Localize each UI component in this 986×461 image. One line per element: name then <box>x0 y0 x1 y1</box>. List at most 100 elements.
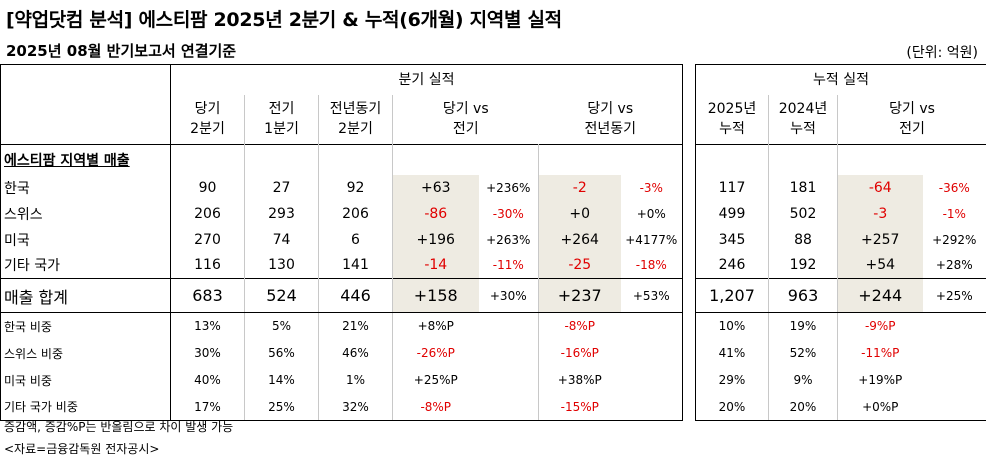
cum-change: +54 <box>837 252 923 279</box>
yoy-change-pct: +0% <box>620 200 683 227</box>
cum-2024-value: 9% <box>768 366 838 394</box>
cum-2024-value: 192 <box>768 252 838 279</box>
qoq-change-pct: -30% <box>478 200 539 227</box>
quarterly-column-headers: 당기 2분기 전기 1분기 전년동기 2분기 당기 vs 전기 당기 vs 전년동기 <box>0 94 683 145</box>
total-row: 매출 합계 683 524 446 +158 +30% +237 +53% <box>0 278 683 313</box>
cum-change-pp: +19%P <box>858 373 903 387</box>
qoq-change-pct: +263% <box>478 226 539 253</box>
cum-change-pp: +0%P <box>837 393 923 421</box>
region-row: 117 181 -64 -36% <box>695 174 986 201</box>
empty-cell <box>922 339 986 367</box>
empty-cell <box>620 339 683 367</box>
total-row: 1,207 963 +244 +25% <box>695 278 986 313</box>
row-label: 매출 합계 <box>0 278 171 313</box>
yoy-change-pp: -16%P <box>560 346 599 360</box>
cum-2024-value: 19% <box>768 312 838 340</box>
q-previous-value: 74 <box>244 226 319 253</box>
header-line-2: 전기 <box>899 121 925 138</box>
header-line-1: 당기 vs <box>587 101 634 118</box>
empty-cell <box>620 366 683 394</box>
header-line-2: 2분기 <box>338 121 373 138</box>
unit-label: (단위: 억원) <box>906 45 978 61</box>
q-current-value: 17% <box>170 393 245 421</box>
cum-change: +257 <box>837 226 923 253</box>
q-previous-value: 524 <box>244 278 319 313</box>
yoy-change-pct: -3% <box>620 174 683 201</box>
region-row: 스위스 206 293 206 -86 -30% +0 +0% <box>0 200 683 227</box>
cum-change-pct: +292% <box>922 226 986 253</box>
cum-change: +244 <box>837 278 923 313</box>
empty-cell <box>478 312 539 340</box>
empty-cell <box>478 393 539 421</box>
empty-cell <box>620 393 683 421</box>
cum-change-pct: +25% <box>922 278 986 313</box>
qoq-change: -86 <box>392 200 479 227</box>
q-yoy-value: 141 <box>318 252 393 279</box>
cum-2024-value: 88 <box>768 226 838 253</box>
q-yoy-value: 446 <box>318 278 393 313</box>
cum-change-pct: -1% <box>922 200 986 227</box>
yoy-change-pp: -8%P <box>564 319 596 334</box>
corner-cell <box>0 64 171 145</box>
quarterly-table: 분기 실적 당기 2분기 전기 1분기 전년동기 2분기 당기 vs 전기 당기 vs 전년동기 … <box>0 64 683 421</box>
qoq-change: +63 <box>392 174 479 201</box>
cumulative-col-header: 2024년 누적 <box>768 94 838 145</box>
quarterly-col-header: 당기 vs 전기 <box>393 95 539 145</box>
q-yoy-value: 6 <box>318 226 393 253</box>
region-row: 미국 270 74 6 +196 +263% +264 +4177% <box>0 226 683 253</box>
quarterly-col-header: 당기 vs 전년동기 <box>538 94 683 145</box>
quarterly-col-header: 당기 2분기 <box>170 94 245 145</box>
q-yoy-value: 32% <box>318 393 393 421</box>
header-line-1: 2025년 <box>707 101 757 118</box>
q-previous-value: 56% <box>244 339 319 367</box>
cumulative-group-header: 누적 실적 <box>694 64 986 95</box>
yoy-change: +264 <box>538 226 621 253</box>
cumulative-col-header: 2025년 누적 <box>695 94 769 145</box>
header-line-1: 전년동기 <box>329 101 382 118</box>
row-label: 스위스 <box>0 200 171 227</box>
yoy-change-pct: +53% <box>620 278 683 313</box>
header-line-1: 당기 vs <box>889 101 935 118</box>
q-previous-value: 293 <box>244 200 319 227</box>
cum-change-pp: -9%P <box>864 319 896 334</box>
row-label: 미국 비중 <box>0 366 171 394</box>
header-line-2: 전년동기 <box>584 121 637 138</box>
row-label: 스위스 비중 <box>0 339 171 367</box>
cumulative-column-headers: 2025년 누적 2024년 누적 당기 vs 전기 <box>695 94 986 145</box>
header-line-1: 당기 <box>194 101 221 118</box>
q-current-value: 40% <box>170 366 245 394</box>
q-yoy-value: 92 <box>318 174 393 201</box>
cum-2024-value: 963 <box>768 278 838 313</box>
qoq-change-pp: -26%P <box>416 346 455 360</box>
empty-cell <box>478 366 539 394</box>
header-line-2: 1분기 <box>264 121 299 138</box>
share-row: 기타 국가 비중 17% 25% 32% -8%P -15%P <box>0 393 683 421</box>
yoy-change: -25 <box>538 252 621 279</box>
share-row: 20% 20% +0%P <box>695 393 986 421</box>
cumulative-col-header: 당기 vs 전기 <box>837 94 986 145</box>
yoy-change-pct: -18% <box>620 252 683 279</box>
cum-change: -3 <box>837 200 923 227</box>
q-current-value: 116 <box>170 252 245 279</box>
header-line-2: 전기 <box>452 121 479 138</box>
region-row: 499 502 -3 -1% <box>695 200 986 227</box>
share-row: 한국 비중 13% 5% 21% +8%P -8%P <box>0 312 683 340</box>
yoy-change-pp: +38%P <box>557 373 602 387</box>
qoq-change: -14 <box>392 252 479 279</box>
region-row: 246 192 +54 +28% <box>695 252 986 279</box>
footnote: 증감액, 증감%P는 반올림으로 차이 발생 가능 <box>4 420 234 434</box>
header-line-1: 당기 vs <box>442 101 489 118</box>
share-row: 29% 9% +19%P <box>695 366 986 394</box>
share-row: 41% 52% -11%P <box>695 339 986 367</box>
region-row: 한국 90 27 92 +63 +236% -2 -3% <box>0 174 683 201</box>
qoq-change-pct: -11% <box>478 252 539 279</box>
cum-2025-value: 29% <box>695 366 769 394</box>
cum-2025-value: 1,207 <box>695 278 769 313</box>
row-label: 미국 <box>0 226 171 253</box>
yoy-change-pp: -15%P <box>538 393 621 421</box>
cum-2025-value: 117 <box>695 174 769 201</box>
cum-change: -64 <box>837 174 923 201</box>
q-yoy-value: 21% <box>318 312 393 340</box>
yoy-change: -2 <box>538 174 621 201</box>
share-row: 10% 19% -9%P <box>695 312 986 340</box>
